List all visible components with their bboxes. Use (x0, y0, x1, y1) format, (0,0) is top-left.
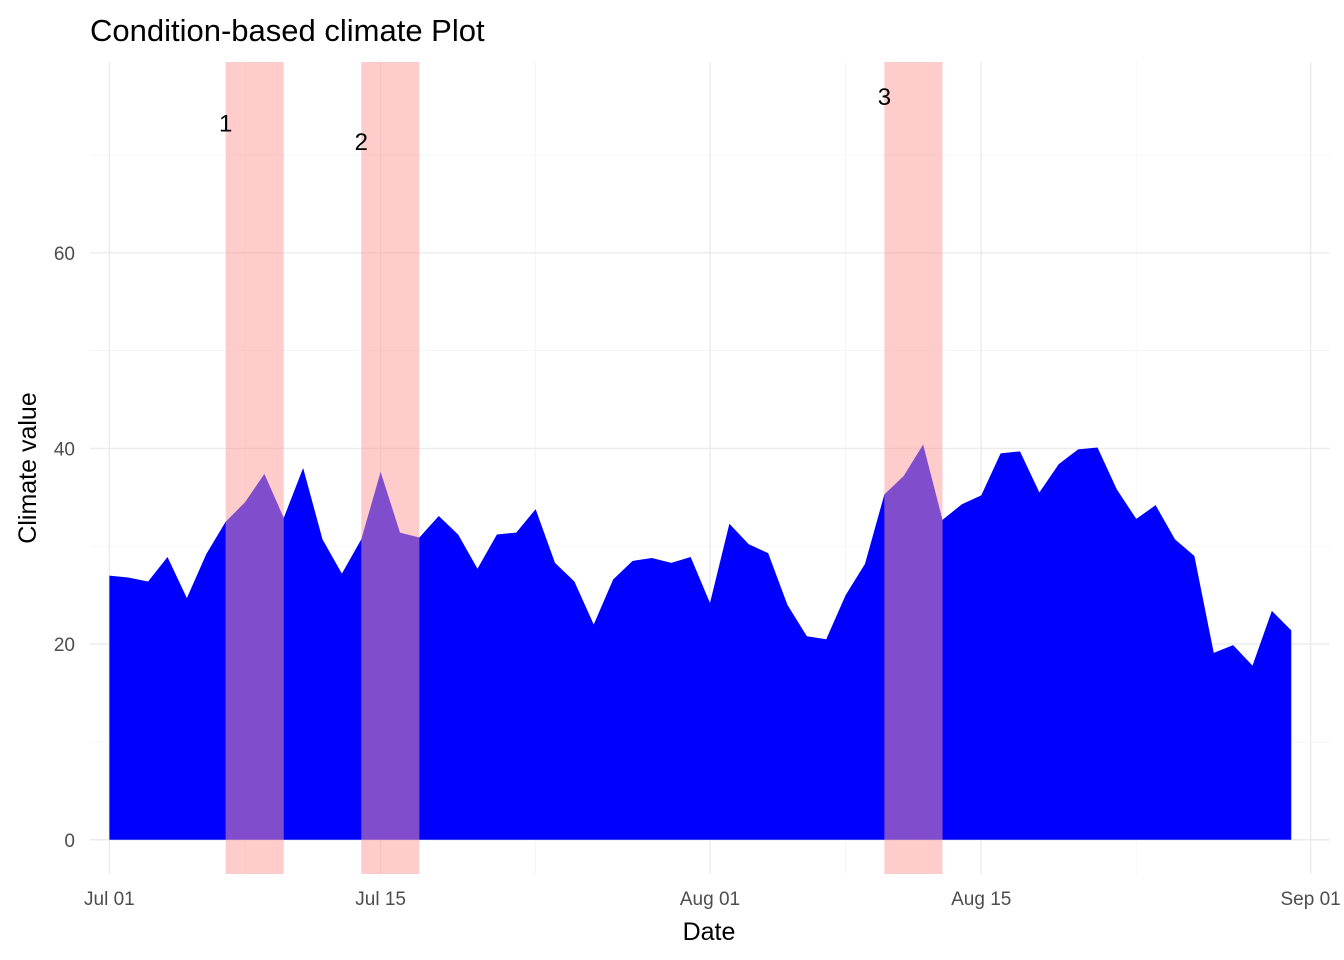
y-axis-title: Climate value (14, 392, 42, 543)
climate-area (109, 444, 1292, 840)
chart-title: Condition-based climate Plot (90, 13, 485, 48)
x-tick-label: Jul 15 (355, 889, 406, 910)
x-axis-title: Date (683, 918, 736, 946)
x-tick-label: Aug 01 (680, 889, 740, 910)
highlight-band (225, 62, 284, 874)
y-tick-label: 60 (54, 244, 75, 265)
y-tick-label: 20 (54, 635, 75, 656)
band-label: 3 (878, 84, 891, 111)
x-tick-label: Jul 01 (84, 889, 135, 910)
band-label: 2 (355, 129, 368, 156)
y-axis-ticks: 0 20 40 60 (54, 244, 75, 852)
x-tick-label: Sep 01 (1281, 889, 1341, 910)
y-tick-label: 40 (54, 439, 75, 460)
highlight-band (361, 62, 420, 874)
x-tick-label: Aug 15 (951, 889, 1011, 910)
highlight-band (884, 62, 943, 874)
band-label: 1 (219, 111, 232, 138)
area-series (109, 444, 1292, 840)
highlight-bands: 1 2 3 (219, 62, 943, 874)
x-axis-ticks: Jul 01 Jul 15 Aug 01 Aug 15 Sep 01 (84, 889, 1341, 910)
y-tick-label: 0 (64, 831, 75, 852)
